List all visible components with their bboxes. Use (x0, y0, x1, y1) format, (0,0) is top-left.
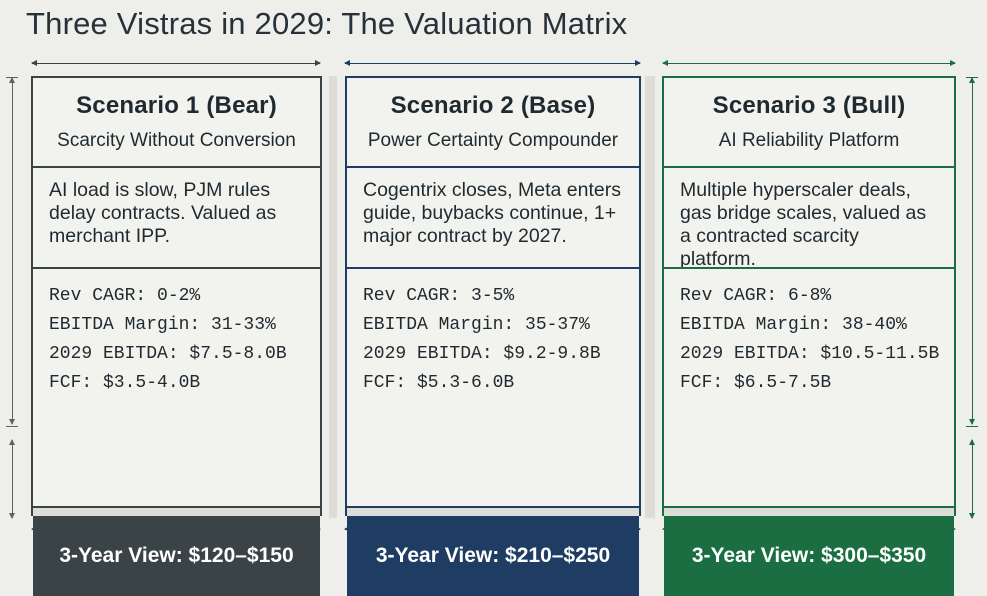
metric-fcf: FCF: $6.5-7.5B (680, 373, 832, 393)
metric-rev-cagr: Rev CAGR: 3-5% (363, 286, 515, 306)
metric-2029-ebitda: 2029 EBITDA: $9.2-9.8B (363, 344, 601, 364)
scenario-description-box: Cogentrix closes, Meta enters guide, buy… (347, 166, 639, 268)
divider-strip (33, 506, 320, 516)
metric-fcf: FCF: $5.3-6.0B (363, 373, 515, 393)
scenario-description: Cogentrix closes, Meta enters guide, buy… (363, 179, 621, 247)
divider-strip (664, 506, 954, 516)
right-dimension-line-lower (969, 439, 975, 519)
gutter-1 (329, 76, 337, 518)
metric-2029-ebitda: 2029 EBITDA: $10.5-11.5B (680, 344, 940, 364)
divider (664, 267, 954, 269)
scenario-card-bull: Scenario 3 (Bull) AI Reliability Platfor… (662, 76, 956, 596)
right-tick-1 (966, 77, 978, 78)
scenario-description: AI load is slow, PJM rules delay contrac… (49, 179, 277, 247)
three-year-view-banner: 3-Year View: $210–$250 (347, 516, 639, 596)
divider (33, 267, 320, 269)
metric-rev-cagr: Rev CAGR: 0-2% (49, 286, 201, 306)
left-tick-1 (6, 77, 18, 78)
scenario-title: Scenario 1 (Bear) (76, 92, 277, 119)
divider (347, 166, 639, 168)
metric-ebitda-margin: EBITDA Margin: 31-33% (49, 315, 276, 335)
scenario-header: Scenario 1 (Bear) Scarcity Without Conve… (33, 78, 320, 166)
right-dimension-line-upper (969, 77, 975, 425)
divider (33, 166, 320, 168)
scenario-subtitle: AI Reliability Platform (718, 130, 900, 151)
scenario-card-bear: Scenario 1 (Bear) Scarcity Without Conve… (31, 76, 322, 596)
three-year-view-banner: 3-Year View: $120–$150 (33, 516, 320, 596)
metric-fcf: FCF: $3.5-4.0B (49, 373, 201, 393)
scenario-header: Scenario 2 (Base) Power Certainty Compou… (347, 78, 639, 166)
scenario-description-box: Multiple hyperscaler deals, gas bridge s… (664, 166, 954, 270)
scenario-card-base: Scenario 2 (Base) Power Certainty Compou… (345, 76, 641, 596)
scenario-title: Scenario 3 (Bull) (712, 92, 906, 119)
top-dimension-line-1 (31, 60, 321, 66)
left-dimension-line-lower (9, 439, 15, 519)
three-year-view-banner: 3-Year View: $300–$350 (664, 516, 954, 596)
metric-rev-cagr: Rev CAGR: 6-8% (680, 286, 832, 306)
left-tick-2 (6, 426, 18, 427)
scenario-header: Scenario 3 (Bull) AI Reliability Platfor… (664, 78, 954, 166)
metric-2029-ebitda: 2029 EBITDA: $7.5-8.0B (49, 344, 287, 364)
scenario-title: Scenario 2 (Base) (390, 92, 596, 119)
divider-strip (347, 506, 639, 516)
metric-ebitda-margin: EBITDA Margin: 38-40% (680, 315, 907, 335)
scenario-description: Multiple hyperscaler deals, gas bridge s… (680, 179, 927, 270)
right-tick-2 (966, 426, 978, 427)
divider (347, 267, 639, 269)
top-dimension-line-2 (344, 60, 641, 66)
scenario-subtitle: Power Certainty Compounder (367, 130, 619, 151)
left-dimension-line-upper (9, 77, 15, 425)
metric-ebitda-margin: EBITDA Margin: 35-37% (363, 315, 590, 335)
scenario-subtitle: Scarcity Without Conversion (57, 130, 296, 151)
top-dimension-line-3 (662, 60, 956, 66)
divider (664, 166, 954, 168)
gutter-2 (645, 76, 655, 518)
page-title: Three Vistras in 2029: The Valuation Mat… (26, 6, 628, 41)
scenario-metrics-box: Rev CAGR: 6-8% EBITDA Margin: 38-40% 202… (664, 268, 954, 506)
scenario-metrics-box: Rev CAGR: 0-2% EBITDA Margin: 31-33% 202… (33, 268, 320, 506)
scenario-metrics-box: Rev CAGR: 3-5% EBITDA Margin: 35-37% 202… (347, 268, 639, 506)
scenario-description-box: AI load is slow, PJM rules delay contrac… (33, 166, 320, 268)
